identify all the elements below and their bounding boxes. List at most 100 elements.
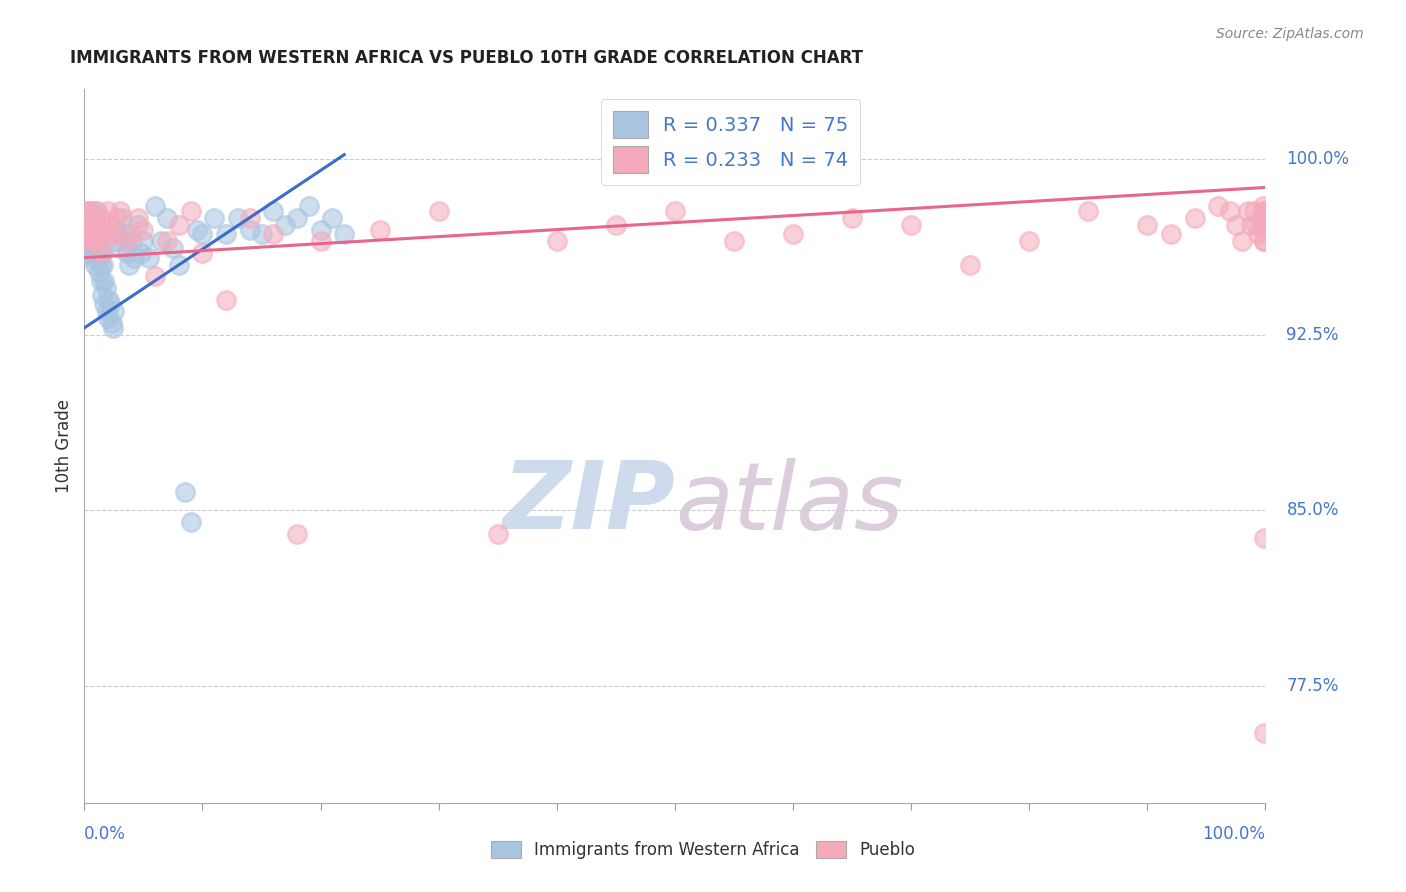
Point <box>664 203 686 218</box>
Point <box>1184 211 1206 225</box>
Point <box>103 227 125 242</box>
Point <box>186 222 208 236</box>
Point <box>132 234 155 248</box>
Point <box>76 222 98 236</box>
Point <box>84 203 107 218</box>
Text: Source: ZipAtlas.com: Source: ZipAtlas.com <box>1216 27 1364 41</box>
Point <box>226 211 249 225</box>
Point <box>239 222 262 236</box>
Point <box>86 203 108 218</box>
Point <box>309 234 332 248</box>
Point <box>298 199 321 213</box>
Point <box>91 258 114 272</box>
Point <box>97 311 120 326</box>
Point <box>127 218 149 232</box>
Point <box>91 246 114 260</box>
Point <box>96 304 118 318</box>
Point <box>75 246 97 260</box>
Point <box>129 246 152 260</box>
Point <box>1243 203 1265 218</box>
Point <box>84 227 107 242</box>
Point <box>1077 203 1099 218</box>
Point <box>1244 218 1267 232</box>
Point <box>250 227 273 242</box>
Point <box>103 304 125 318</box>
Point <box>138 251 160 265</box>
Point <box>285 211 308 225</box>
Point <box>91 222 114 236</box>
Point <box>90 211 112 225</box>
Point <box>89 227 111 242</box>
Point <box>1225 218 1247 232</box>
Point <box>107 234 129 248</box>
Point <box>1247 227 1270 242</box>
Point <box>173 484 195 499</box>
Point <box>108 203 131 218</box>
Point <box>191 227 214 242</box>
Point <box>1240 218 1263 232</box>
Text: ZIP: ZIP <box>502 457 675 549</box>
Point <box>79 203 101 218</box>
Point <box>900 218 922 232</box>
Point <box>82 234 104 248</box>
Point <box>98 297 121 311</box>
Point <box>90 258 112 272</box>
Point <box>87 265 110 279</box>
Point <box>143 199 166 213</box>
Point <box>1253 203 1275 218</box>
Point <box>180 203 202 218</box>
Point <box>121 234 143 248</box>
Point <box>118 258 141 272</box>
Point <box>91 288 114 302</box>
Point <box>79 246 101 260</box>
Point <box>83 211 105 225</box>
Point <box>101 321 124 335</box>
Point <box>107 211 129 225</box>
Point <box>90 274 112 288</box>
Point <box>114 234 136 248</box>
Point <box>76 227 98 242</box>
Point <box>180 515 202 529</box>
Point <box>167 258 190 272</box>
Point <box>75 203 97 218</box>
Y-axis label: 10th Grade: 10th Grade <box>55 399 73 493</box>
Point <box>94 227 117 242</box>
Point <box>191 246 214 260</box>
Point <box>105 222 128 236</box>
Point <box>1230 234 1253 248</box>
Point <box>215 293 238 307</box>
Point <box>202 211 225 225</box>
Point <box>1136 218 1159 232</box>
Point <box>98 218 121 232</box>
Point <box>959 258 981 272</box>
Point <box>215 227 238 242</box>
Point <box>1018 234 1040 248</box>
Point <box>368 222 391 236</box>
Point <box>127 211 149 225</box>
Point <box>93 274 115 288</box>
Point <box>77 227 100 242</box>
Point <box>1253 532 1275 546</box>
Point <box>77 218 100 232</box>
Point <box>80 218 103 232</box>
Point <box>239 211 262 225</box>
Legend: R = 0.337   N = 75, R = 0.233   N = 74: R = 0.337 N = 75, R = 0.233 N = 74 <box>600 99 860 185</box>
Point <box>77 234 100 248</box>
Point <box>1253 234 1275 248</box>
Point <box>1253 218 1275 232</box>
Text: 92.5%: 92.5% <box>1286 326 1339 343</box>
Point <box>79 203 101 218</box>
Point <box>83 241 105 255</box>
Point <box>87 251 110 265</box>
Point <box>167 218 190 232</box>
Point <box>782 227 804 242</box>
Point <box>841 211 863 225</box>
Point <box>94 281 117 295</box>
Point <box>77 211 100 225</box>
Point <box>162 241 184 255</box>
Point <box>1253 218 1275 232</box>
Point <box>285 526 308 541</box>
Point <box>132 222 155 236</box>
Point <box>84 218 107 232</box>
Point <box>1236 203 1258 218</box>
